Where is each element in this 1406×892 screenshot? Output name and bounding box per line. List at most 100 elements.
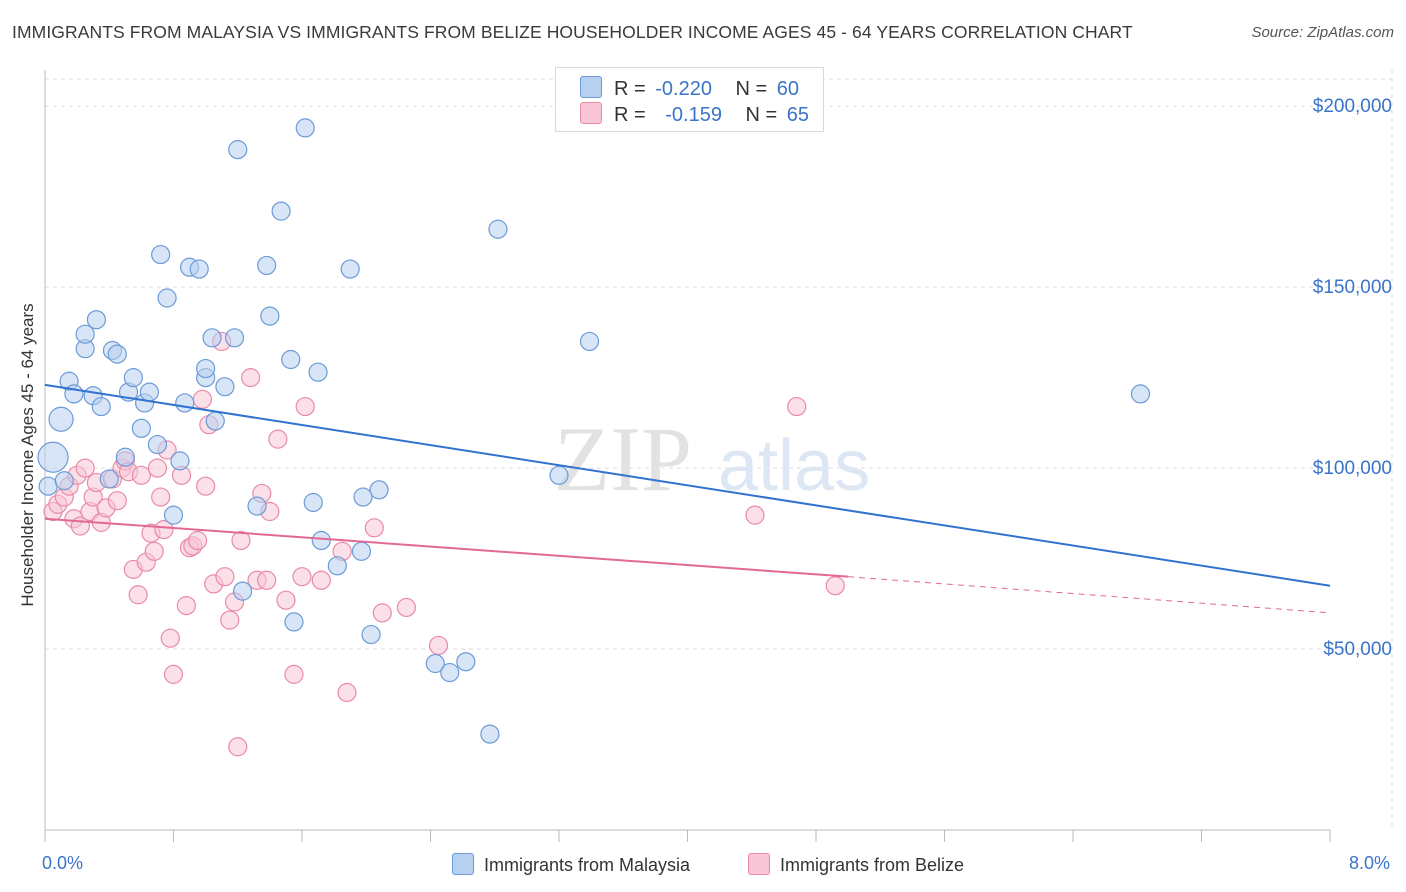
stats-legend: R = -0.220 N = 60 R = -0.159 N = 65 [555, 67, 824, 132]
malaysia-point [131, 418, 151, 438]
malaysia-point [37, 441, 69, 473]
belize-point [257, 570, 277, 590]
belize-point [147, 458, 168, 478]
malaysia-point [224, 328, 245, 348]
belize-point [787, 396, 807, 417]
malaysia-point [151, 244, 171, 265]
watermark-atlas: atlas [718, 426, 870, 506]
malaysia-point [271, 201, 291, 221]
belize-point [131, 465, 151, 485]
malaysia-point [86, 310, 107, 330]
malaysia-point [303, 492, 323, 513]
belize-point [825, 576, 845, 596]
belize-point [107, 491, 127, 511]
malaysia-point [189, 259, 209, 279]
x-tick-min: 0.0% [42, 853, 84, 873]
malaysia-point [163, 505, 184, 525]
malaysia-point [361, 624, 381, 645]
belize-legend-swatch [748, 853, 770, 875]
chart-title: IMMIGRANTS FROM MALAYSIA VS IMMIGRANTS F… [12, 22, 1133, 42]
malaysia-point [284, 612, 304, 632]
malaysia-point [308, 362, 328, 382]
belize-point [231, 530, 251, 551]
watermark-zip: ZIP [554, 408, 692, 510]
belize-r-value: -0.159 [665, 104, 722, 126]
malaysia-point [107, 344, 127, 364]
malaysia-point [480, 724, 500, 744]
y-tick-label: $50,000 [1323, 639, 1392, 660]
belize-point [163, 664, 184, 684]
y-tick-labels: $50,000 $100,000 $150,000 $200,000 [1313, 96, 1392, 660]
legend-row-belize: R = -0.159 N = 65 [580, 102, 809, 126]
belize-point [372, 603, 392, 623]
belize-point [295, 396, 315, 417]
legend-item-belize: Immigrants from Belize [748, 853, 964, 876]
belize-point [284, 664, 304, 684]
malaysia-point [425, 653, 445, 674]
malaysia-point [257, 255, 277, 276]
malaysia-point [202, 328, 222, 348]
malaysia-point [123, 368, 143, 388]
belize-trend-line [44, 517, 849, 578]
trend-lines [44, 383, 1331, 614]
legend-r-label: R = [614, 104, 646, 126]
belize-point [176, 596, 196, 616]
malaysia-point [175, 393, 195, 413]
belize-point [196, 476, 216, 496]
malaysia-legend-swatch [452, 853, 474, 875]
belize-point [268, 429, 288, 449]
series-malaysia-points [37, 118, 1151, 744]
malaysia-point [91, 396, 111, 417]
malaysia-point [353, 487, 373, 507]
malaysia-point [351, 541, 372, 561]
malaysia-point [327, 556, 347, 576]
belize-point [151, 487, 171, 507]
malaysia-point [369, 480, 389, 500]
belize-point [144, 541, 164, 561]
malaysia-point [75, 324, 95, 344]
belize-point [337, 682, 357, 703]
malaysia-point [281, 349, 301, 370]
y-tick-label: $200,000 [1313, 96, 1392, 117]
belize-point [364, 518, 384, 538]
belize-point [311, 570, 331, 590]
malaysia-point [260, 306, 280, 326]
belize-point [160, 628, 180, 648]
belize-trend-extension [848, 576, 1331, 614]
legend-n-label: N = [745, 104, 778, 126]
belize-point [187, 530, 208, 551]
legend-r-label: R = [614, 78, 646, 100]
belize-n-value: 65 [786, 104, 810, 126]
legend-label-malaysia: Immigrants from Malaysia [484, 855, 691, 875]
malaysia-point [54, 471, 74, 491]
malaysia-point [579, 331, 600, 352]
x-tick-max: 8.0% [1349, 853, 1391, 873]
belize-point [241, 368, 261, 388]
belize-point [220, 610, 240, 630]
legend-item-malaysia: Immigrants from Malaysia [452, 853, 690, 876]
belize-point [128, 585, 148, 605]
series-belize-points [43, 331, 845, 757]
belize-point [75, 458, 95, 478]
malaysia-swatch [580, 76, 602, 98]
y-tick-label: $100,000 [1313, 458, 1392, 479]
malaysia-point [488, 219, 508, 239]
malaysia-r-value: -0.220 [655, 78, 712, 100]
belize-point [228, 737, 248, 757]
belize-swatch [580, 102, 602, 124]
legend-n-label: N = [735, 78, 768, 100]
malaysia-point [215, 377, 235, 397]
malaysia-point [295, 118, 315, 138]
malaysia-point [205, 411, 225, 431]
belize-point [428, 635, 449, 656]
malaysia-point [456, 652, 476, 672]
belize-point [192, 389, 213, 409]
belize-point [396, 597, 417, 618]
belize-point [276, 590, 296, 610]
malaysia-trend-line [44, 383, 1331, 587]
malaysia-point [147, 434, 168, 455]
belize-point [292, 567, 312, 587]
malaysia-point [38, 476, 58, 496]
malaysia-point [48, 406, 74, 432]
malaysia-point [99, 469, 119, 489]
